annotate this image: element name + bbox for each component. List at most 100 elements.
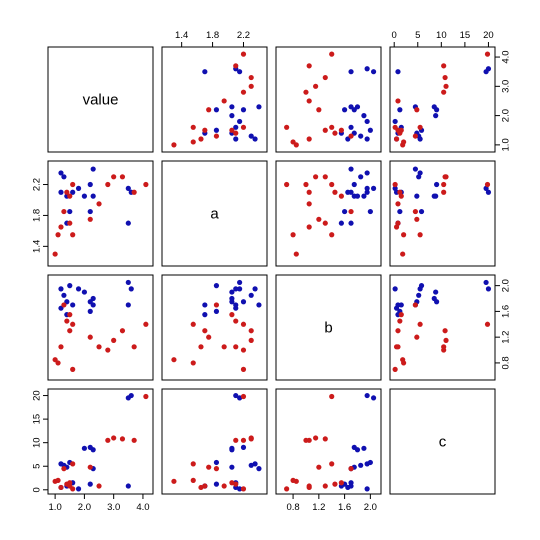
point-s0-14 [485,189,492,195]
point-s1-6 [190,461,196,467]
panel-frame [389,46,496,153]
point-s1-9 [206,334,212,340]
point-s0-10 [256,466,262,472]
point-s1-5 [240,366,247,372]
point-s0-11 [87,208,93,215]
point-s0-11 [87,308,93,314]
point-s1-2 [58,484,64,491]
point-s0-11 [213,308,220,314]
point-s1-5 [70,486,76,492]
point-s0-10 [412,166,418,172]
point-s0-15 [202,69,208,75]
point-s0-3 [213,127,220,133]
point-s1-2 [393,136,400,142]
point-s0-6 [233,136,239,142]
point-s1-4 [202,127,208,133]
point-s1-15 [484,321,491,327]
point-s1-0 [52,251,58,257]
tick-label: 1.4 [32,240,43,253]
point-s0-13 [370,185,377,191]
point-s0-6 [58,189,64,195]
point-s0-7 [392,286,398,292]
point-s1-2 [58,344,64,350]
point-s1-14 [441,189,447,195]
point-s1-8 [61,302,67,308]
point-s0-10 [256,104,262,110]
tick-label: 1.8 [206,30,219,41]
panel-frame [275,46,382,153]
point-s1-4 [395,220,401,226]
point-s1-6 [329,232,335,238]
tick-label: 3.0 [107,502,120,513]
point-s1-1 [290,232,296,238]
tick-label: 1.0 [501,138,512,151]
tick-label: 3.0 [501,80,512,93]
point-s1-6 [417,232,423,238]
point-s1-5 [284,486,290,492]
point-s0-7 [237,486,243,492]
point-s1-15 [240,51,247,57]
panel-a-vs-a: a [161,160,268,267]
point-s0-6 [233,305,239,311]
point-s1-0 [400,251,406,257]
panel-value-vs-value: value [47,46,154,153]
panel-frame [47,388,154,495]
panel-frame [275,274,382,381]
panel-a-vs-c [389,160,496,267]
point-s0-8 [433,113,439,119]
point-s0-15 [125,483,131,489]
point-s1-14 [306,63,312,69]
point-s1-6 [329,461,335,467]
point-s0-15 [348,69,354,75]
point-s1-3 [233,318,239,324]
point-s1-10 [306,483,312,489]
point-s0-9 [240,299,247,305]
point-s0-3 [418,208,425,215]
panel-b-vs-a [161,274,268,381]
point-s0-1 [248,462,254,468]
point-s0-11 [342,208,348,215]
point-s1-8 [213,466,220,472]
point-s0-10 [348,166,354,172]
point-s1-12 [443,337,449,343]
point-s0-1 [358,462,364,468]
panel-c-vs-b [275,388,382,495]
point-s0-12 [90,295,96,302]
panel-frame [389,160,496,267]
point-s0-11 [87,481,93,487]
point-s1-10 [395,201,401,207]
tick-label: 2.2 [32,178,43,191]
point-s1-6 [417,321,423,327]
point-s1-10 [306,98,312,104]
point-s1-10 [221,483,227,489]
point-s0-3 [418,283,425,289]
point-s1-3 [332,130,338,136]
point-s1-4 [67,220,73,226]
point-s1-13 [119,436,126,442]
point-s1-7 [229,127,235,133]
point-s0-15 [125,220,131,226]
point-s1-8 [61,208,67,215]
point-s0-12 [354,104,361,110]
point-s0-2 [229,464,235,470]
point-s1-8 [213,302,220,308]
point-s0-0 [364,170,370,176]
point-s0-3 [367,459,373,466]
point-s1-14 [233,63,239,69]
point-s0-7 [364,486,370,492]
point-s0-12 [229,295,235,302]
point-s1-14 [306,437,312,443]
point-s1-4 [67,328,73,334]
point-s0-11 [397,208,403,215]
point-s0-13 [125,185,131,191]
point-s1-4 [322,127,328,133]
point-s1-8 [213,133,220,139]
point-s1-0 [171,478,177,484]
point-s0-4 [233,124,239,130]
point-s1-15 [143,181,149,188]
point-s1-9 [316,464,322,470]
point-s0-11 [397,107,403,113]
bottom-axis-value: 1.0 2.0 3.0 4.0 [49,493,150,513]
point-s1-15 [329,393,335,400]
point-s0-1 [61,174,67,180]
